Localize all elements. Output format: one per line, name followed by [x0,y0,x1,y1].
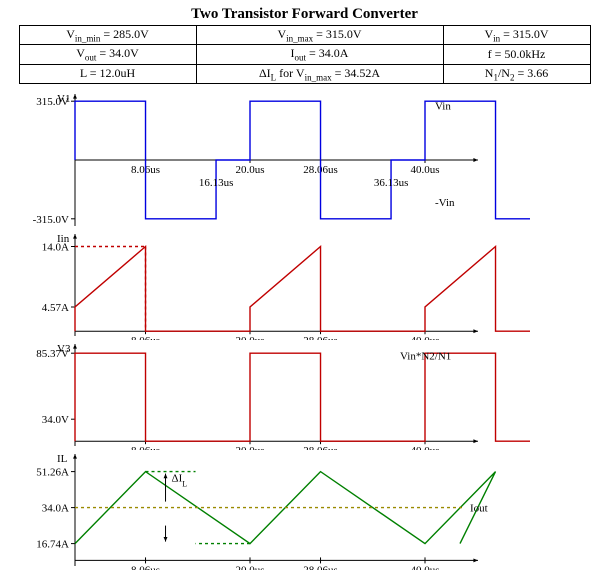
svg-text:36.13us: 36.13us [374,177,409,189]
svg-text:85.37V: 85.37V [36,348,69,360]
chart-v3: V385.37V34.0V8.06us20.0us28.06us40.0usVi… [10,340,609,450]
svg-text:16.13us: 16.13us [199,177,234,189]
svg-text:Vin*N2/N1: Vin*N2/N1 [400,351,451,363]
svg-text:ΔIL: ΔIL [172,473,188,489]
svg-text:34.0A: 34.0A [42,503,69,515]
chart-iin: Iin14.0A4.57A8.06us20.0us28.06us40.0us [10,230,609,340]
svg-text:28.06us: 28.06us [303,565,338,571]
chart-il: IL 51.26A 34.0A 16.74A 8.06us 20.0us 28.06us 40… [10,450,609,570]
params-table: Vin_min = 285.0VVin_max = 315.0VVin = 31… [19,25,591,84]
svg-text:8.06us: 8.06us [131,565,160,571]
svg-text:4.57A: 4.57A [42,302,69,314]
svg-text:40.0us: 40.0us [410,565,439,571]
svg-text:Vin: Vin [435,101,451,113]
svg-text:20.0us: 20.0us [235,565,264,571]
svg-text:-315.0V: -315.0V [33,214,69,226]
param-cell: f = 50.0kHz [443,45,590,64]
svg-text:20.0us: 20.0us [235,164,264,176]
param-cell: Vin = 315.0V [443,26,590,45]
svg-text:34.0V: 34.0V [42,414,69,426]
param-cell: Iout = 34.0A [196,45,443,64]
svg-text:IL: IL [57,453,68,465]
chart-v1: V1315.0V-315.0V8.06us20.0us28.06us40.0us… [10,90,609,230]
svg-text:Iout: Iout [470,503,488,515]
svg-text:40.0us: 40.0us [410,164,439,176]
param-cell: L = 12.0uH [19,64,196,83]
svg-text:315.0V: 315.0V [36,96,69,108]
svg-text:16.74A: 16.74A [36,539,69,551]
param-cell: Vout = 34.0V [19,45,196,64]
param-cell: Vin_min = 285.0V [19,26,196,45]
param-cell: ΔIL for Vin_max = 34.52A [196,64,443,83]
page-title: Two Transistor Forward Converter [0,0,609,25]
param-cell: N1/N2 = 3.66 [443,64,590,83]
svg-text:14.0A: 14.0A [42,242,69,254]
param-cell: Vin_max = 315.0V [196,26,443,45]
svg-text:-Vin: -Vin [435,197,455,209]
charts-container: V1315.0V-315.0V8.06us20.0us28.06us40.0us… [10,90,609,570]
svg-text:51.26A: 51.26A [36,467,69,479]
